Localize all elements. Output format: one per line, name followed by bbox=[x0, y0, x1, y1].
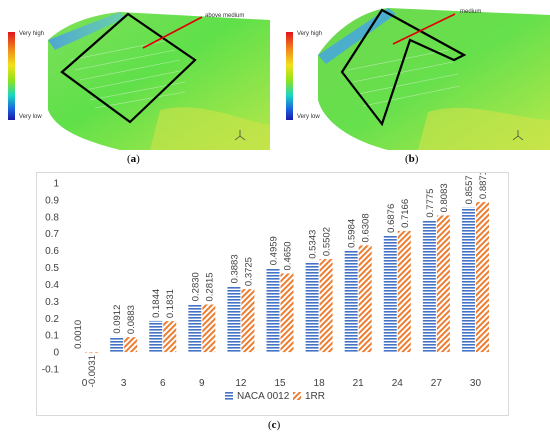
legend-swatch bbox=[225, 392, 233, 400]
legend-label: NACA 0012 bbox=[237, 391, 290, 402]
data-label: 0.3725 bbox=[243, 257, 254, 286]
axis-triad-icon-a bbox=[234, 130, 246, 141]
bar-1rr-24 bbox=[397, 230, 411, 353]
data-label: -0.0031 bbox=[87, 355, 98, 387]
x-tick-label: 0 bbox=[82, 378, 88, 389]
y-tick-label: 0.3 bbox=[45, 297, 59, 308]
surface-render-b: medium bbox=[318, 8, 550, 150]
bar-naca-0012-12 bbox=[227, 286, 241, 353]
bar-naca-0012-18 bbox=[305, 261, 319, 353]
data-label: 0.7775 bbox=[425, 189, 436, 218]
data-label: 0.8557 bbox=[464, 175, 475, 204]
annotation-arrow-b bbox=[392, 13, 456, 45]
x-tick-label: 27 bbox=[431, 378, 443, 389]
scale-low-label-b: Very low bbox=[297, 114, 320, 120]
data-label: 0.1831 bbox=[165, 289, 176, 318]
data-label: 0.6876 bbox=[386, 204, 397, 233]
x-tick-label: 6 bbox=[160, 378, 166, 389]
annotation-text-a: above medium bbox=[205, 13, 244, 19]
bar-1rr-15 bbox=[280, 273, 294, 353]
bar-naca-0012-21 bbox=[344, 250, 358, 353]
data-label: 0.0010 bbox=[73, 320, 84, 349]
bar-naca-0012-15 bbox=[266, 268, 280, 353]
color-scale-bar-a bbox=[8, 32, 15, 120]
y-tick-label: 0 bbox=[53, 348, 59, 359]
panel-a: Very high Very low above medium bbox=[0, 0, 270, 170]
bar-naca-0012-3 bbox=[110, 336, 124, 353]
scale-high-label-a: Very high bbox=[19, 31, 45, 37]
data-label: 0.4959 bbox=[269, 236, 280, 265]
y-tick-label: 0.1 bbox=[45, 331, 59, 342]
x-tick-label: 24 bbox=[392, 378, 404, 389]
bar-1rr-30 bbox=[475, 202, 489, 353]
x-tick-label: 12 bbox=[235, 378, 247, 389]
bar-1rr-6 bbox=[163, 321, 177, 353]
color-scale-bar-b bbox=[286, 32, 293, 120]
data-label: 0.0883 bbox=[126, 305, 137, 334]
x-tick-label: 15 bbox=[274, 378, 286, 389]
y-tick-label: 0.9 bbox=[45, 195, 59, 206]
legend-swatch bbox=[293, 392, 301, 400]
data-label: 0.8871 bbox=[478, 173, 489, 199]
data-label: 0.8083 bbox=[439, 183, 450, 212]
legend-label: 1RR bbox=[305, 391, 325, 402]
x-tick-label: 21 bbox=[353, 378, 365, 389]
x-tick-label: 3 bbox=[121, 378, 127, 389]
bar-chart: -0.1 0 0.1 0.2 0.3 0.4 0.5 0.6 0.7 0.8 0.9 1 0.0010… bbox=[42, 170, 489, 402]
panel-label-a: (a) bbox=[127, 153, 140, 165]
y-tick-label: 0.8 bbox=[45, 212, 59, 223]
data-label: 0.1844 bbox=[151, 289, 162, 318]
scale-high-label-b: Very high bbox=[297, 31, 323, 37]
data-label: 0.4650 bbox=[283, 241, 294, 270]
data-label: 0.5343 bbox=[308, 230, 319, 259]
data-label: 0.5502 bbox=[322, 227, 333, 256]
data-label: 0.2830 bbox=[190, 272, 201, 301]
y-tick-label: 0.6 bbox=[45, 246, 59, 257]
bar-1rr-0 bbox=[85, 352, 99, 353]
bar-naca-0012-9 bbox=[188, 304, 202, 353]
panel-label-c: (c) bbox=[268, 419, 281, 431]
y-tick-label: 1 bbox=[53, 179, 59, 190]
bar-naca-0012-6 bbox=[149, 320, 163, 353]
y-tick-label: 0.4 bbox=[45, 280, 59, 291]
annotation-arrow-a bbox=[142, 16, 203, 49]
bar-1rr-27 bbox=[436, 215, 450, 353]
highlight-box-a bbox=[60, 12, 197, 124]
panel-b: Very high Very low medium (b) bbox=[278, 0, 550, 170]
data-label: 0.6308 bbox=[361, 213, 372, 242]
bar-1rr-18 bbox=[319, 259, 333, 353]
bar-1rr-12 bbox=[241, 289, 255, 353]
bar-naca-0012-0 bbox=[71, 351, 85, 353]
y-tick-label: 0.2 bbox=[45, 314, 59, 325]
y-tick-label: 0.5 bbox=[45, 263, 59, 274]
x-tick-label: 30 bbox=[470, 378, 482, 389]
data-label: 0.0912 bbox=[112, 305, 123, 334]
data-label: 0.7166 bbox=[400, 199, 411, 228]
bar-naca-0012-24 bbox=[383, 235, 397, 353]
surface-render-a: above medium bbox=[48, 12, 270, 150]
bar-naca-0012-27 bbox=[422, 220, 436, 353]
annotation-text-b: medium bbox=[460, 9, 481, 15]
bar-1rr-21 bbox=[358, 245, 372, 353]
data-label: 0.2815 bbox=[204, 272, 215, 301]
y-tick-label: 0.7 bbox=[45, 229, 59, 240]
scale-low-label-a: Very low bbox=[19, 114, 42, 120]
x-tick-label: 18 bbox=[314, 378, 326, 389]
highlight-box-b bbox=[340, 8, 467, 127]
data-label: 0.3883 bbox=[229, 254, 240, 283]
y-tick-label: -0.1 bbox=[42, 365, 60, 376]
bar-1rr-3 bbox=[124, 337, 138, 353]
panel-label-b: (b) bbox=[405, 153, 419, 165]
chart-container: -0.1 0 0.1 0.2 0.3 0.4 0.5 0.6 0.7 0.8 0.9 1 0.0010… bbox=[36, 170, 509, 416]
x-tick-label: 9 bbox=[199, 378, 205, 389]
axis-triad-icon-b bbox=[512, 130, 524, 141]
bar-1rr-9 bbox=[202, 304, 216, 353]
bar-naca-0012-30 bbox=[461, 207, 475, 353]
data-label: 0.5984 bbox=[347, 219, 358, 248]
